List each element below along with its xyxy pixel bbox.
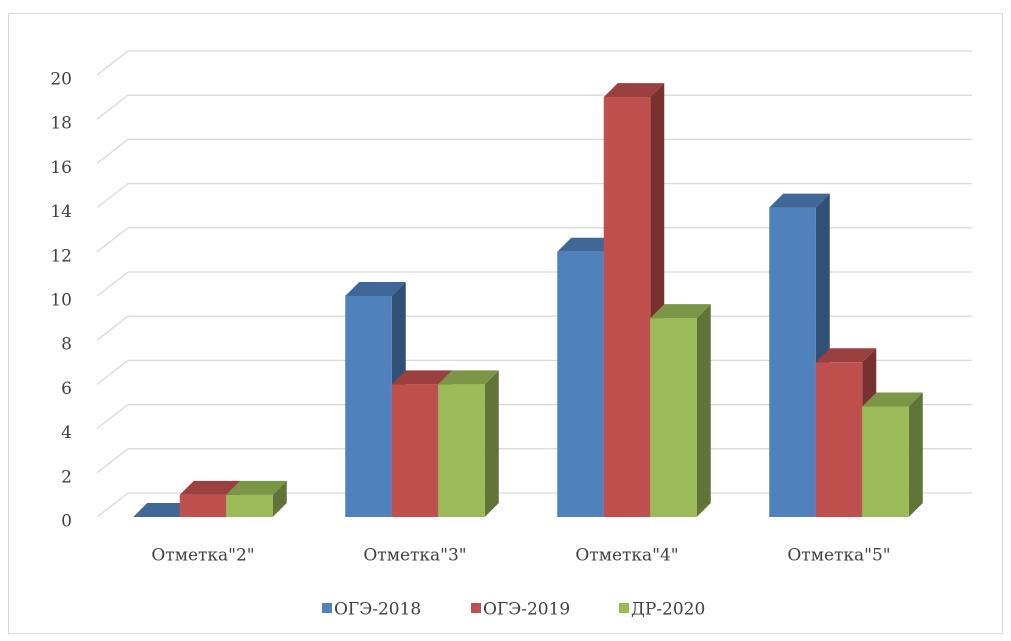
bar — [603, 83, 665, 517]
grid-line — [96, 271, 972, 297]
y-tick-label: 6 — [61, 379, 72, 399]
y-tick-label: 4 — [61, 423, 72, 443]
y-tick-label: 16 — [50, 158, 72, 178]
legend-label: ДР-2020 — [631, 600, 705, 620]
bar — [650, 304, 711, 517]
x-tick-label: Отметка"4" — [575, 546, 678, 566]
bar-top — [603, 83, 665, 98]
bar-front — [438, 384, 485, 517]
bar-front — [391, 384, 439, 517]
bar-front — [815, 362, 863, 517]
y-tick-label: 18 — [50, 114, 72, 134]
x-tick-label: Отметка"3" — [363, 546, 466, 566]
bar-front — [226, 494, 273, 517]
bar-top — [179, 480, 241, 495]
x-tick-label: Отметка"2" — [151, 546, 254, 566]
grid-line — [96, 138, 972, 164]
bar-top — [650, 304, 711, 319]
legend-swatch — [619, 603, 629, 613]
bar-top — [345, 282, 406, 296]
grid-line — [96, 182, 972, 209]
y-tick-label: 10 — [50, 291, 72, 311]
bar-front — [650, 318, 697, 517]
bar-side — [272, 480, 287, 517]
grid-line — [96, 94, 972, 120]
y-tick-label: 0 — [61, 512, 72, 532]
bar-side — [696, 304, 711, 517]
bar-front — [345, 296, 392, 517]
bar-top — [226, 480, 287, 495]
y-tick-label: 14 — [50, 202, 72, 222]
legend-swatch — [322, 603, 332, 613]
bar-front — [179, 494, 227, 517]
bar-side — [908, 392, 923, 517]
bar-front — [603, 97, 651, 517]
y-tick-label: 2 — [61, 467, 72, 487]
bar — [862, 392, 923, 517]
bar-top — [557, 237, 618, 252]
bar — [438, 370, 499, 517]
bar-front — [769, 207, 816, 517]
grid-line — [96, 227, 972, 253]
legend-label: ОГЭ-2019 — [483, 600, 570, 620]
y-tick-label: 20 — [50, 70, 72, 90]
bar — [133, 503, 194, 517]
bar-top — [133, 503, 194, 517]
bar-side — [484, 370, 499, 517]
bar-front — [557, 251, 604, 518]
legend-label: ОГЭ-2018 — [334, 600, 421, 620]
bar-top — [438, 370, 499, 385]
x-tick-label: Отметка"5" — [787, 546, 890, 566]
chart-border — [8, 13, 1003, 634]
legend-swatch — [471, 603, 481, 613]
bar-top — [815, 348, 877, 363]
grid-line — [96, 50, 972, 76]
y-tick-label: 12 — [50, 246, 72, 266]
y-tick-label: 8 — [61, 335, 72, 355]
bar-top — [391, 370, 453, 385]
bar — [226, 480, 287, 517]
bar-top — [769, 193, 830, 208]
bar-front — [862, 406, 909, 517]
bar-top — [862, 392, 923, 407]
